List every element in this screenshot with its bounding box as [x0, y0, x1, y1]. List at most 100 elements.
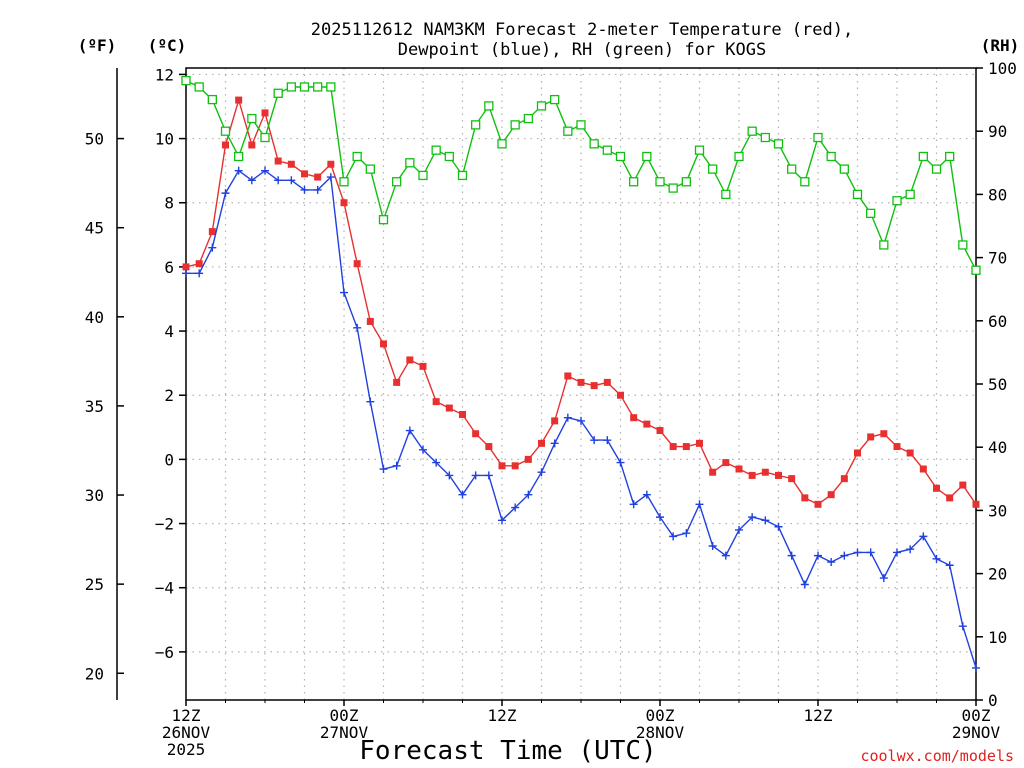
temperature-point	[432, 398, 440, 406]
temperature-point	[801, 494, 809, 502]
dewpoint-point	[721, 551, 730, 560]
rh-tick-label: 10	[988, 628, 1007, 647]
rh-tick-label: 90	[988, 122, 1007, 141]
dewpoint-point	[300, 185, 309, 194]
fahrenheit-tick-label: 40	[85, 308, 104, 327]
dewpoint-point	[366, 397, 375, 406]
time-tick-label: 00Z	[962, 706, 991, 725]
temperature-point	[617, 391, 624, 399]
rh-point	[484, 101, 494, 111]
dewpoint-point	[379, 465, 388, 474]
temperature-point	[972, 500, 980, 508]
temperature-point	[603, 378, 611, 386]
rh-point	[971, 265, 981, 275]
rh-point	[892, 196, 902, 206]
rh-point	[563, 126, 573, 136]
rh-point	[365, 164, 375, 174]
rh-axis-unit: (RH)	[981, 36, 1020, 55]
rh-point	[510, 120, 520, 130]
rh-point	[773, 139, 784, 149]
rh-point	[431, 145, 441, 155]
temperature-point	[880, 430, 888, 438]
dewpoint-point	[906, 545, 915, 554]
dewpoint-point	[972, 663, 980, 672]
time-tick-label: 28NOV	[636, 723, 685, 742]
temperature-point	[366, 317, 374, 325]
dewpoint-point	[827, 558, 836, 567]
celsius-tick-label: 6	[164, 258, 174, 277]
temperature-point	[393, 378, 401, 386]
rh-point	[181, 75, 191, 86]
temperature-point	[959, 481, 967, 489]
temperature-point	[906, 449, 914, 457]
dewpoint-point	[498, 516, 506, 525]
temperature-point	[722, 459, 730, 467]
dewpoint-point	[340, 288, 348, 297]
temperature-point	[564, 372, 572, 380]
temperature-point	[933, 484, 940, 492]
rh-tick-label: 0	[988, 691, 998, 710]
temperature-point	[840, 475, 848, 483]
temperature-point	[577, 378, 585, 386]
temperature-point	[893, 443, 901, 451]
temperature-point	[788, 475, 796, 483]
axis-ticks: 121086420−2−4−65045403530252010090807060…	[85, 59, 1017, 759]
rh-point	[708, 164, 718, 174]
dewpoint-point	[893, 548, 901, 557]
rh-point	[747, 126, 757, 136]
rh-point	[392, 177, 402, 187]
dewpoint-point	[195, 269, 204, 278]
dewpoint-point	[261, 166, 269, 175]
dewpoint-point	[787, 551, 796, 560]
dewpoint-point	[484, 471, 493, 480]
rh-point	[207, 94, 217, 105]
dewpoint-point	[748, 513, 757, 522]
rh-point	[497, 139, 507, 149]
temperature-point	[735, 465, 743, 473]
time-tick-label: 27NOV	[320, 723, 369, 742]
dewpoint-point	[656, 513, 664, 522]
dewpoint-point	[524, 490, 533, 499]
rh-point	[536, 101, 547, 111]
temperature-point	[340, 199, 348, 207]
celsius-tick-label: −2	[155, 515, 174, 534]
dewpoint-point	[853, 548, 862, 557]
dewpoint-point	[511, 503, 520, 512]
celsius-axis-unit: (ºC)	[148, 36, 187, 55]
dewpoint-point	[563, 413, 572, 422]
rh-point	[694, 145, 705, 155]
rh-point	[866, 208, 876, 219]
dewpoint-point	[577, 416, 585, 425]
temperature-point	[854, 449, 861, 457]
time-tick-label: 2025	[167, 740, 206, 759]
rh-point	[444, 151, 454, 162]
time-tick-label: 12Z	[804, 706, 833, 725]
rh-point	[286, 82, 296, 92]
rh-point	[339, 177, 349, 187]
temperature-point	[353, 260, 361, 268]
rh-point	[418, 170, 428, 181]
temperature-point	[709, 468, 717, 476]
dewpoint-point	[945, 561, 954, 570]
dewpoint-point	[814, 551, 822, 560]
dewpoint-point	[682, 529, 691, 538]
rh-point	[958, 240, 968, 250]
temperature-point	[327, 160, 335, 168]
dewpoint-point	[840, 551, 849, 560]
rh-point	[247, 113, 257, 124]
fahrenheit-axis-unit: (ºF)	[78, 36, 117, 55]
temperature-point	[208, 228, 216, 236]
dewpoint-point	[471, 471, 480, 480]
celsius-tick-label: 4	[164, 322, 174, 341]
celsius-tick-label: 0	[164, 450, 174, 469]
dewpoint-point	[774, 522, 783, 531]
rh-point	[576, 120, 586, 130]
rh-point	[721, 189, 731, 200]
time-tick-label: 00Z	[330, 706, 359, 725]
temperature-point	[919, 465, 927, 473]
time-tick-label: 12Z	[488, 706, 517, 725]
rh-point	[918, 151, 928, 162]
celsius-tick-label: 8	[164, 194, 174, 213]
dewpoint-point	[695, 500, 704, 509]
temperature-point	[511, 462, 519, 470]
